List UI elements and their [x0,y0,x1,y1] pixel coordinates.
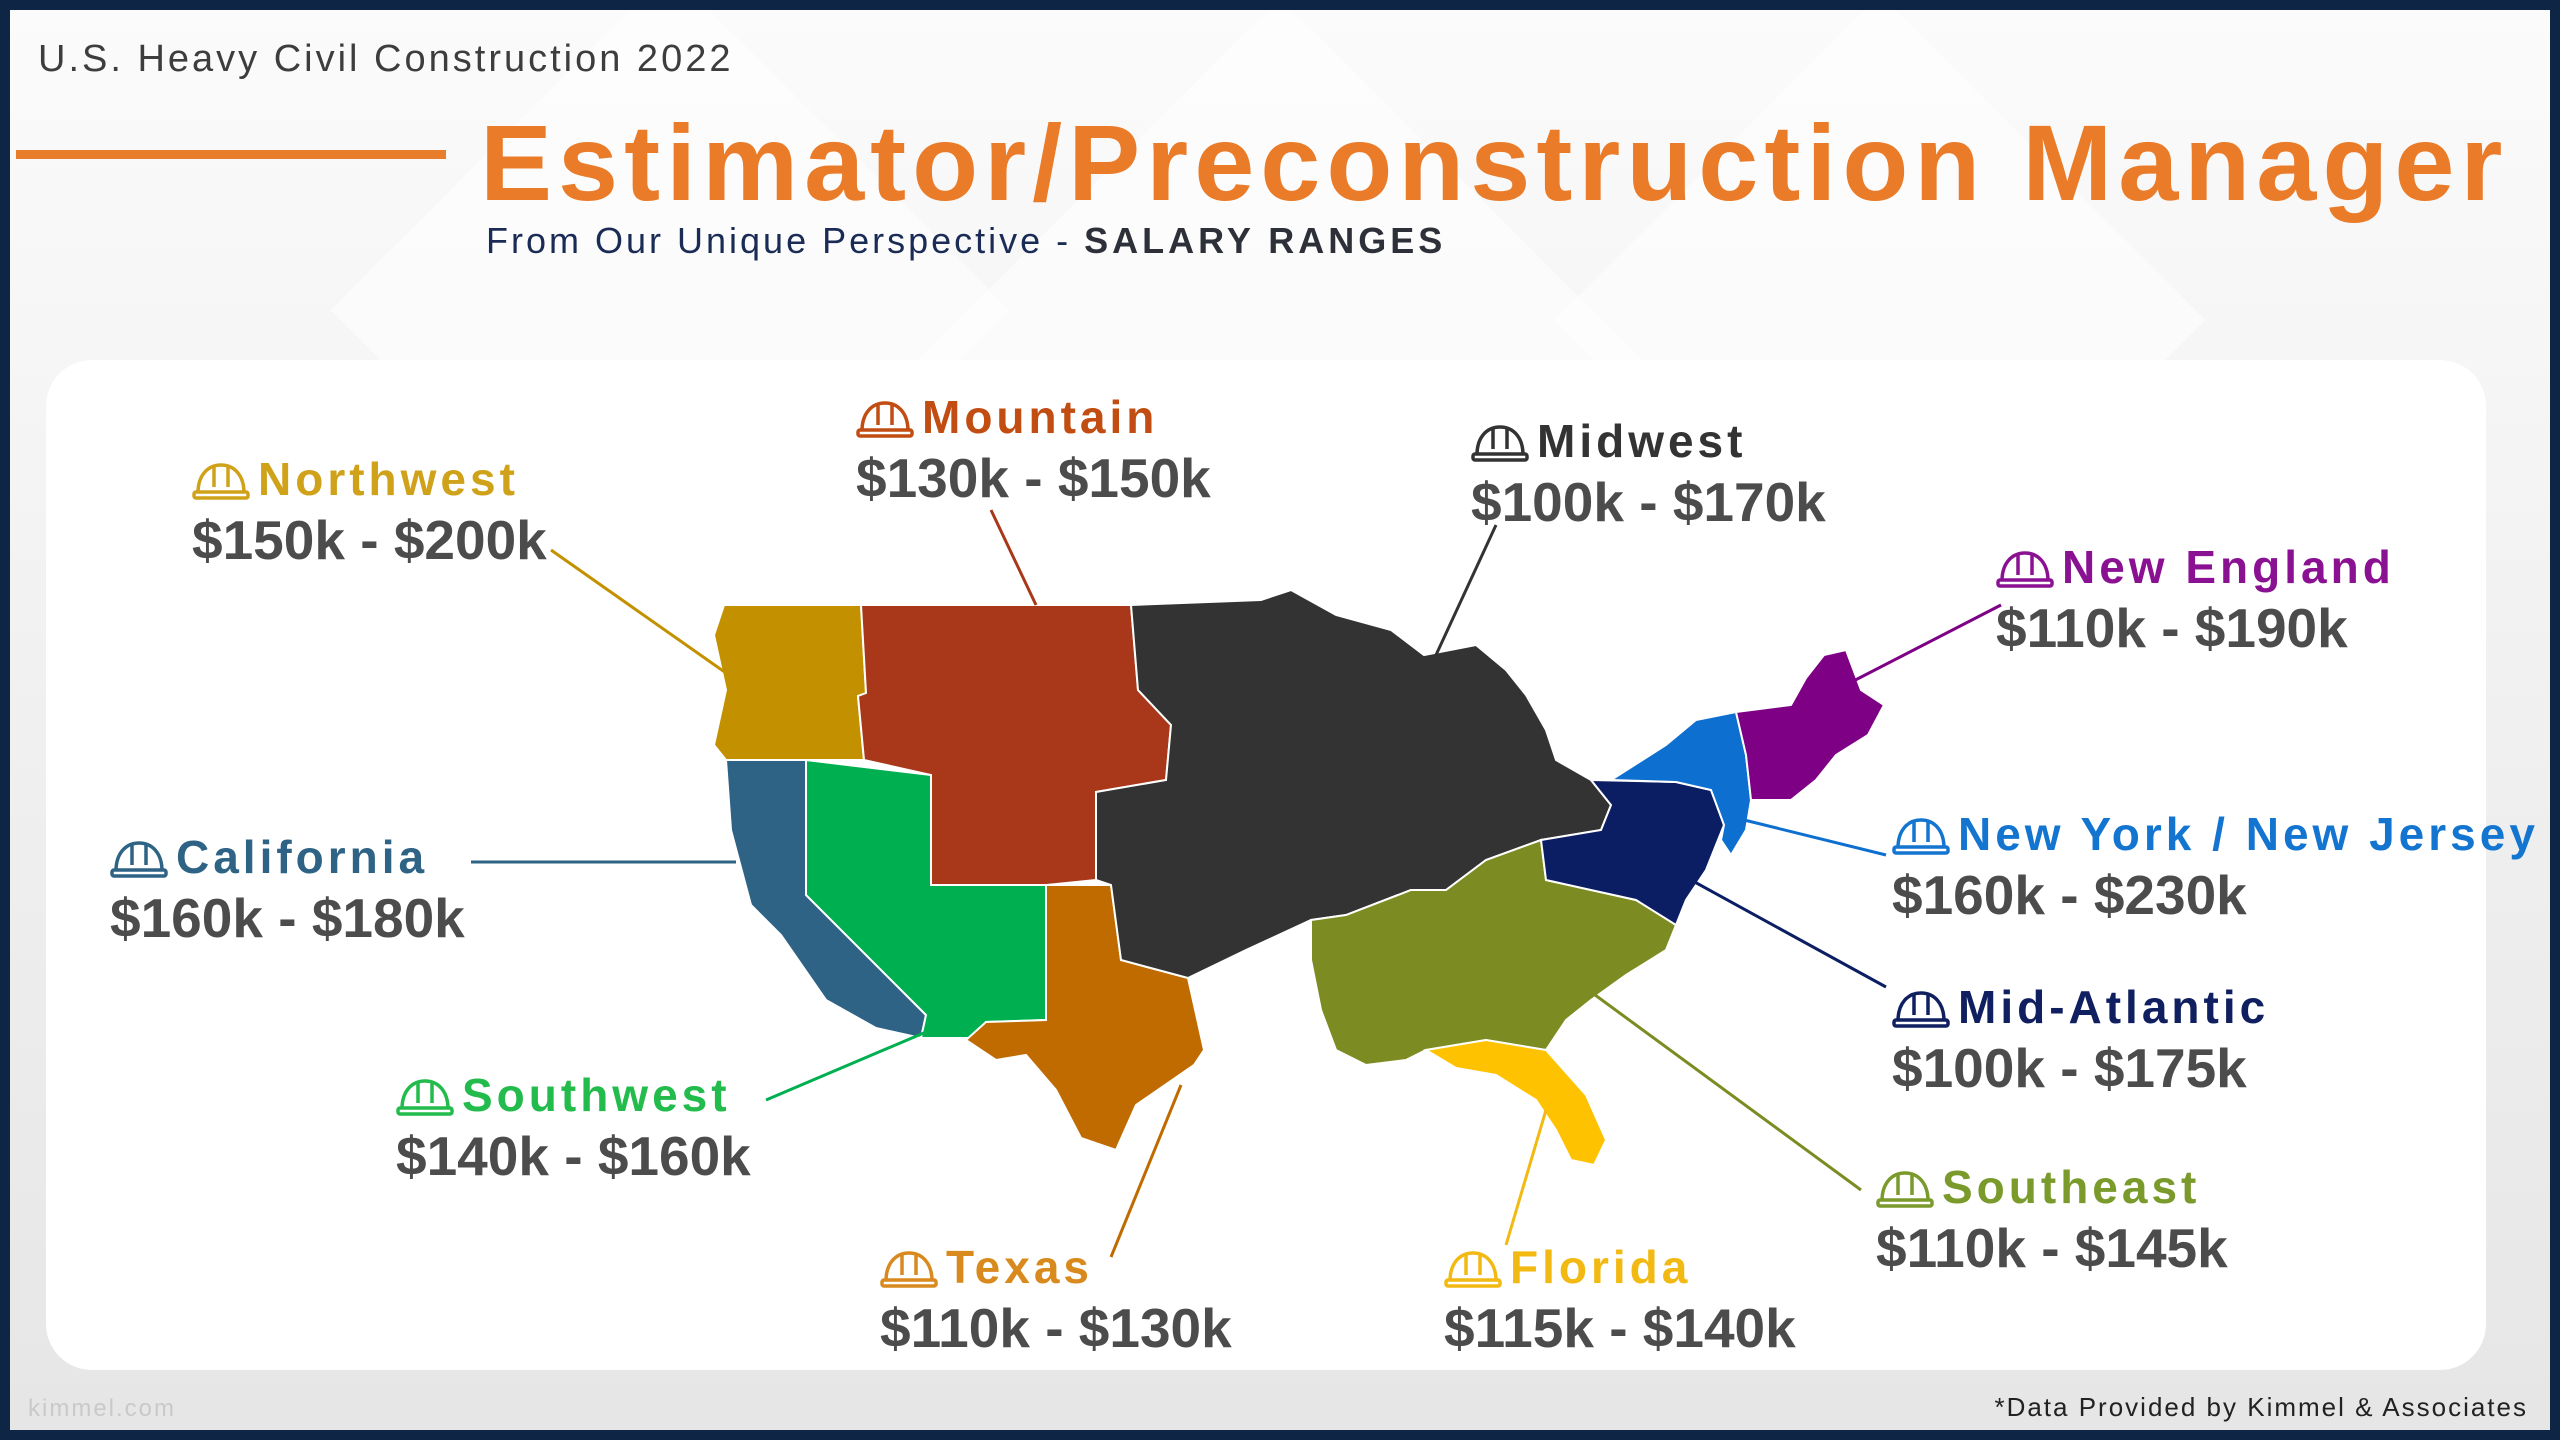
infographic-frame: U.S. Heavy Civil Construction 2022 Estim… [10,10,2550,1430]
leader-new-england [1835,603,2002,692]
subtitle-emphasis: SALARY RANGES [1084,220,1447,261]
region-new-york-new-jersey[interactable] [1607,710,1753,857]
label-mountain: Mountain $130k - $150k [856,390,1211,510]
salary-range: $160k - $180k [110,887,465,949]
report-supertitle: U.S. Heavy Civil Construction 2022 [38,38,734,80]
region-new-england[interactable] [1734,648,1886,801]
region-name: Mountain [856,390,1211,444]
label-midwest: Midwest $100k - $170k [1471,414,1826,534]
subtitle-prefix: From Our Unique Perspective - [486,220,1085,261]
region-northwest[interactable] [712,604,868,761]
us-region-map [471,509,2002,1258]
salary-range: $110k - $190k [1996,597,2348,659]
hard-hat-icon [192,457,250,501]
label-mid-atlantic: Mid-Atlantic $100k - $175k [1892,980,2269,1100]
salary-range: $130k - $150k [856,447,1211,509]
watermark: kimmel.com [28,1395,177,1422]
hard-hat-icon [1444,1245,1502,1289]
title-accent-rule [16,150,446,159]
region-name: New York / New Jersey [1892,807,2539,861]
region-name: Texas [880,1240,1232,1294]
page-title: Estimator/Preconstruction Manager [480,102,2509,223]
leader-florida [1504,1109,1548,1246]
hard-hat-icon [1996,545,2054,589]
leader-mid-atlantic [1690,878,1887,989]
salary-range: $110k - $145k [1876,1217,2228,1279]
region-name: Midwest [1471,414,1826,468]
hard-hat-icon [110,835,168,879]
leader-midwest [1434,524,1498,656]
salary-range: $140k - $160k [396,1125,751,1187]
label-southwest: Southwest $140k - $160k [396,1068,751,1188]
leader-southeast [1590,990,1862,1192]
leader-new-york-new-jersey [1735,816,1887,857]
hard-hat-icon [1892,812,1950,856]
map-card: Northwest $150k - $200k Mountain $130k -… [46,360,2535,1370]
region-name: Florida [1444,1240,1796,1294]
leader-mountain [989,509,1038,606]
hard-hat-icon [880,1245,938,1289]
hard-hat-icon [1876,1165,1934,1209]
region-name: Southeast [1876,1160,2228,1214]
leader-texas [1109,1084,1183,1258]
hard-hat-icon [396,1073,454,1117]
label-northwest: Northwest $150k - $200k [192,452,547,572]
leader-northwest [550,548,737,682]
hard-hat-icon [856,395,914,439]
region-name: Mid-Atlantic [1892,980,2269,1034]
region-name: Southwest [396,1068,751,1122]
region-name: New England [1996,540,2395,594]
label-new-england: New England $110k - $190k [1996,540,2395,660]
salary-range: $115k - $140k [1444,1297,1796,1359]
salary-range: $110k - $130k [880,1297,1232,1359]
hard-hat-icon [1892,985,1950,1029]
leader-southwest [765,1013,967,1102]
region-florida[interactable] [1423,1038,1608,1167]
label-texas: Texas $110k - $130k [880,1240,1232,1360]
region-name: Northwest [192,452,547,506]
page-subtitle: From Our Unique Perspective - SALARY RAN… [486,220,1446,262]
hard-hat-icon [1471,419,1529,463]
label-new-york-new-jersey: New York / New Jersey $160k - $230k [1892,807,2539,927]
label-california: California $160k - $180k [110,830,465,950]
label-florida: Florida $115k - $140k [1444,1240,1796,1360]
label-southeast: Southeast $110k - $145k [1876,1160,2228,1280]
salary-range: $100k - $170k [1471,471,1826,533]
salary-range: $150k - $200k [192,509,547,571]
region-name: California [110,830,465,884]
salary-range: $100k - $175k [1892,1037,2247,1099]
region-southeast[interactable] [1310,838,1678,1067]
data-source-note: *Data Provided by Kimmel & Associates [1994,1392,2528,1422]
salary-range: $160k - $230k [1892,864,2247,926]
